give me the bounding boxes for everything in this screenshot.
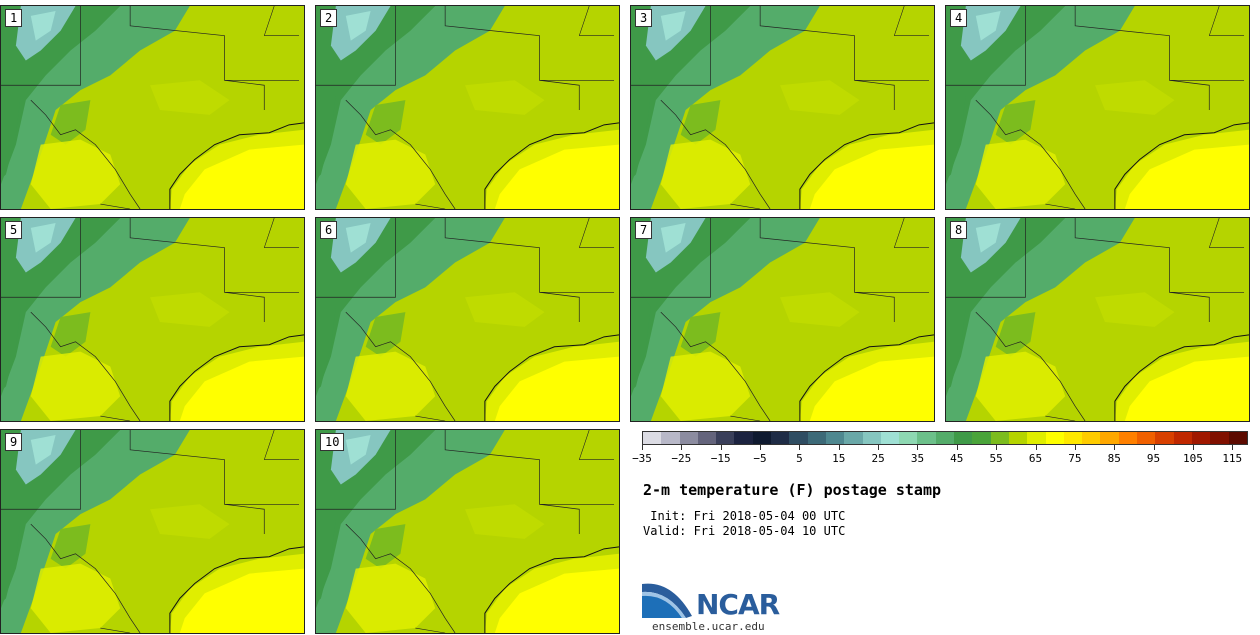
ncar-wordmark: NCAR xyxy=(696,588,780,621)
colorbar-segment xyxy=(1100,432,1119,444)
colorbar-tick-label: −5 xyxy=(753,452,767,465)
colorbar-tick-label: 35 xyxy=(910,452,925,465)
colorbar-segment xyxy=(862,432,881,444)
figure-title: 2-m temperature (F) postage stamp xyxy=(643,481,942,499)
colorbar-segment xyxy=(716,432,735,444)
colorbar-segment xyxy=(880,432,900,444)
colorbar-segment xyxy=(1173,432,1192,444)
colorbar-tick xyxy=(760,445,762,450)
member-label: 3 xyxy=(635,9,653,27)
colorbar-segment xyxy=(935,432,955,444)
colorbar-tick-label: 55 xyxy=(989,452,1003,465)
colorbar-tick xyxy=(1192,445,1194,450)
colorbar-tick-label: 5 xyxy=(796,452,803,465)
colorbar-segment xyxy=(679,432,698,444)
member-label: 6 xyxy=(320,221,338,239)
init-time: Init: Fri 2018-05-04 00 UTC xyxy=(643,509,846,523)
colorbar-tick xyxy=(1114,445,1116,450)
member-map-7: 7 xyxy=(630,217,935,422)
colorbar-tick xyxy=(799,445,801,450)
colorbar-segment xyxy=(917,432,936,444)
member-label: 9 xyxy=(5,433,23,451)
colorbar-segment xyxy=(1118,432,1138,444)
colorbar-segment xyxy=(1063,432,1083,444)
valid-time: Valid: Fri 2018-05-04 10 UTC xyxy=(643,524,846,538)
member-map-4: 4 xyxy=(945,5,1250,210)
colorbar-tick xyxy=(917,445,919,450)
colorbar-segment xyxy=(899,432,918,444)
member-map-6: 6 xyxy=(315,217,620,422)
member-label: 1 xyxy=(5,9,23,27)
member-label: 5 xyxy=(5,221,23,239)
colorbar-tick xyxy=(720,445,722,450)
colorbar-tick xyxy=(838,445,840,450)
colorbar-segment xyxy=(1228,432,1247,444)
colorbar-segment xyxy=(844,432,863,444)
member-map-8: 8 xyxy=(945,217,1250,422)
colorbar-tick-label: 95 xyxy=(1146,452,1161,465)
member-map-3: 3 xyxy=(630,5,935,210)
colorbar-segment xyxy=(990,432,1009,444)
colorbar-ticks: −35 −25 −15 −5 5 15 25 35 45 55 65 75 85 95 105 115 xyxy=(632,445,1248,467)
colorbar-tick xyxy=(681,445,683,450)
member-label: 7 xyxy=(635,221,653,239)
colorbar-segment xyxy=(1082,432,1101,444)
member-map-9: 9 xyxy=(0,429,305,634)
colorbar-tick-label: 75 xyxy=(1068,452,1082,465)
member-map-2: 2 xyxy=(315,5,620,210)
colorbar-segment xyxy=(661,432,680,444)
ncar-swoosh-icon xyxy=(642,583,692,618)
ncar-logo: NCAR xyxy=(642,578,802,623)
temperature-colorbar xyxy=(642,431,1248,445)
colorbar-segment xyxy=(734,432,753,444)
colorbar-segment xyxy=(643,432,662,444)
member-label: 4 xyxy=(950,9,968,27)
colorbar-segment xyxy=(697,432,717,444)
colorbar-tick-label: 65 xyxy=(1028,452,1043,465)
colorbar-segment xyxy=(1155,432,1174,444)
colorbar-segment xyxy=(752,432,772,444)
colorbar-tick xyxy=(1153,445,1155,450)
colorbar-tick-label: 15 xyxy=(832,452,846,465)
colorbar-segment xyxy=(807,432,826,444)
colorbar-tick-label: −25 xyxy=(671,452,692,465)
colorbar-segment xyxy=(1045,432,1064,444)
colorbar-segment xyxy=(954,432,973,444)
colorbar-segment xyxy=(789,432,808,444)
colorbar-tick xyxy=(642,445,643,450)
colorbar-segment xyxy=(1027,432,1046,444)
colorbar-tick xyxy=(878,445,880,450)
colorbar-segment xyxy=(1191,432,1211,444)
colorbar-tick xyxy=(996,445,998,450)
colorbar-tick-label: 45 xyxy=(950,452,964,465)
colorbar-segment xyxy=(825,432,845,444)
colorbar-tick-label: 85 xyxy=(1107,452,1121,465)
colorbar-tick xyxy=(1035,445,1037,450)
member-label: 2 xyxy=(320,9,338,27)
colorbar-segment xyxy=(1137,432,1156,444)
colorbar-tick-label: 115 xyxy=(1222,452,1243,465)
colorbar-segment xyxy=(1210,432,1229,444)
member-map-5: 5 xyxy=(0,217,305,422)
site-url: ensemble.ucar.edu xyxy=(652,620,765,633)
colorbar-tick-label: −35 xyxy=(632,452,652,465)
member-map-10: 10 xyxy=(315,429,620,634)
colorbar-tick xyxy=(1232,445,1234,450)
colorbar-segment xyxy=(972,432,991,444)
colorbar-segment xyxy=(1008,432,1028,444)
member-label: 10 xyxy=(320,433,345,451)
colorbar-tick xyxy=(1074,445,1076,450)
colorbar-tick-label: −15 xyxy=(710,452,731,465)
colorbar-tick xyxy=(956,445,958,450)
member-map-1: 1 xyxy=(0,5,305,210)
member-label: 8 xyxy=(950,221,968,239)
colorbar-tick-label: 105 xyxy=(1182,452,1203,465)
colorbar-tick-label: 25 xyxy=(871,452,885,465)
colorbar-segment xyxy=(771,432,790,444)
